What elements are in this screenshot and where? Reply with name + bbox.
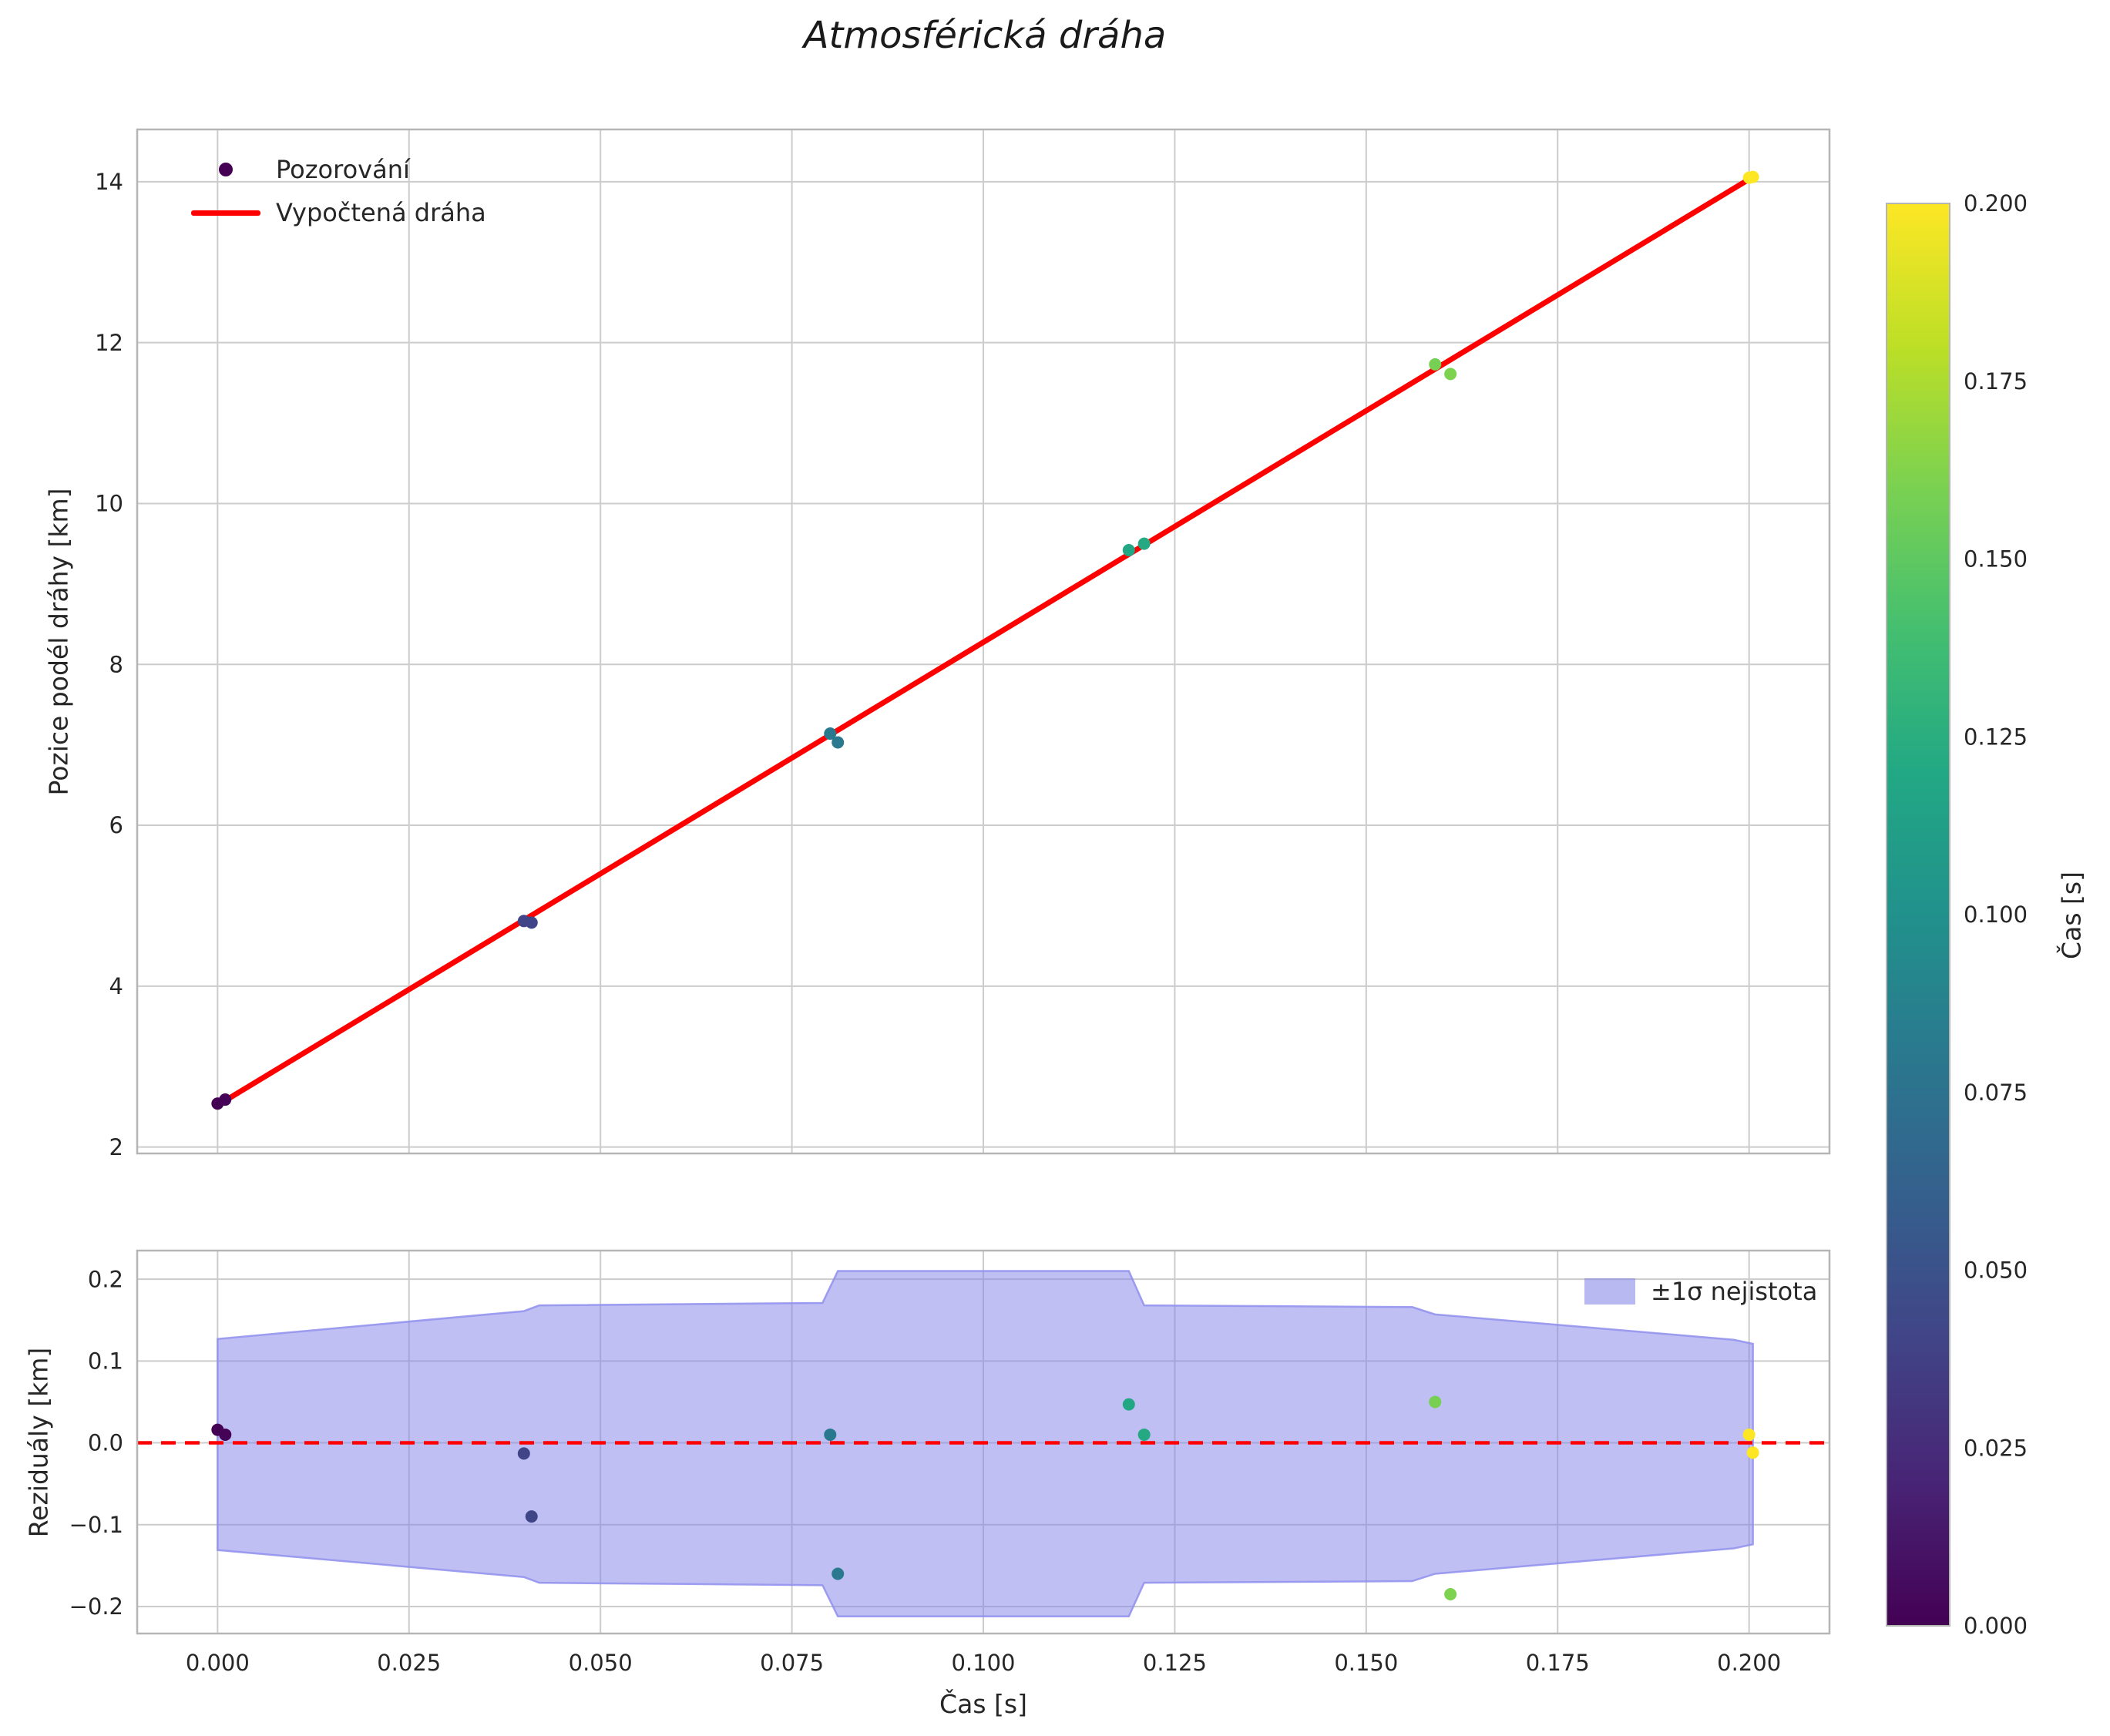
data-point xyxy=(517,1447,530,1460)
fit-line xyxy=(214,174,1756,1108)
x-tick-label: 0.000 xyxy=(186,1650,250,1676)
x-tick-label: 0.150 xyxy=(1334,1650,1398,1676)
data-point xyxy=(525,1510,538,1523)
data-point xyxy=(1137,537,1151,550)
data-point xyxy=(1444,368,1457,381)
y-tick-label: 8 xyxy=(109,651,123,677)
main-y-axis-label: Pozice podél dráhy [km] xyxy=(43,488,74,796)
x-tick-label: 0.025 xyxy=(377,1650,441,1676)
legend-handle xyxy=(191,163,260,176)
y-tick-label: 10 xyxy=(95,491,123,517)
y-tick-label: 4 xyxy=(109,973,123,999)
data-point xyxy=(832,1567,845,1580)
observations-legend-label: Pozorování xyxy=(276,155,410,184)
observations-marker-icon xyxy=(219,163,233,176)
residual-points xyxy=(211,1395,1759,1601)
chart-title: Atmosférická dráha xyxy=(803,14,1167,57)
colorbar-tick-label: 0.050 xyxy=(1964,1258,2028,1284)
colorbar-tick-label: 0.025 xyxy=(1964,1435,2028,1461)
y-tick-label: −0.2 xyxy=(69,1593,123,1620)
main-legend: Pozorování Vypočtená dráha xyxy=(191,148,486,234)
legend-item-uncertainty: ±1σ nejistota xyxy=(1584,1270,1817,1313)
data-point xyxy=(1122,1398,1135,1411)
data-point xyxy=(219,1093,232,1106)
residual-legend: ±1σ nejistota xyxy=(1584,1270,1817,1313)
colorbar-tick-label: 0.175 xyxy=(1964,368,2028,395)
tick-labels: 2 4 6 8 10 12 14 xyxy=(95,169,123,1160)
y-tick-label: 6 xyxy=(109,812,123,838)
uncertainty-band-icon xyxy=(1584,1278,1635,1305)
colorbar-tick-label: 0.100 xyxy=(1964,902,2028,928)
main-plot-frame xyxy=(136,128,1831,1155)
colorbar-gradient xyxy=(1886,203,1950,1627)
data-point xyxy=(1429,358,1442,371)
data-point xyxy=(525,916,538,929)
colorbar-label: Čas [s] xyxy=(2056,871,2087,959)
y-tick-label: 2 xyxy=(109,1134,123,1160)
data-point xyxy=(1122,544,1135,557)
data-point xyxy=(824,1428,837,1441)
uncertainty-legend-label: ±1σ nejistota xyxy=(1651,1277,1818,1306)
data-point xyxy=(219,1428,232,1441)
data-point xyxy=(1137,1428,1151,1441)
residual-y-axis-label: Reziduály [km] xyxy=(23,1347,54,1538)
colorbar-tick-label: 0.150 xyxy=(1964,546,2028,573)
fit-line-icon xyxy=(191,210,260,216)
data-point xyxy=(1444,1588,1457,1601)
legend-item-fit-line: Vypočtená dráha xyxy=(191,191,486,234)
x-tick-label: 0.075 xyxy=(760,1650,824,1676)
x-tick-label: 0.100 xyxy=(951,1650,1015,1676)
y-tick-label: 12 xyxy=(95,330,123,356)
tick-labels: −0.2 −0.1 0.0 0.1 0.2 0.000 0.025 0.050 0.075 0.1… xyxy=(69,1266,1782,1676)
colorbar-tick-label: 0.125 xyxy=(1964,724,2028,750)
data-point xyxy=(832,736,845,749)
colorbar-tick-label: 0.000 xyxy=(1964,1613,2028,1639)
x-tick-label: 0.050 xyxy=(569,1650,633,1676)
data-point xyxy=(824,727,837,740)
colorbar-tick-labels: 0.000 0.025 0.050 0.075 0.100 0.125 0.150 0.175… xyxy=(1964,190,2028,1639)
x-tick-label: 0.175 xyxy=(1526,1650,1590,1676)
y-tick-label: 0.1 xyxy=(88,1348,123,1375)
x-axis-label: Čas [s] xyxy=(939,1689,1027,1719)
data-point xyxy=(1746,170,1759,183)
data-point xyxy=(1742,1428,1756,1441)
observation-points xyxy=(211,170,1759,1110)
data-point xyxy=(1429,1395,1442,1409)
residual-plot-frame xyxy=(136,1249,1831,1635)
y-tick-label: 0.2 xyxy=(88,1266,123,1292)
fit-legend-label: Vypočtená dráha xyxy=(276,198,486,227)
colorbar-tick-label: 0.200 xyxy=(1964,190,2028,217)
y-tick-label: 14 xyxy=(95,169,123,195)
data-point xyxy=(1746,1446,1759,1459)
legend-item-observations: Pozorování xyxy=(191,148,486,191)
x-tick-label: 0.125 xyxy=(1143,1650,1207,1676)
y-tick-label: 0.0 xyxy=(88,1430,123,1456)
colorbar-tick-label: 0.075 xyxy=(1964,1080,2028,1106)
y-tick-label: −0.1 xyxy=(69,1512,123,1538)
x-tick-label: 0.200 xyxy=(1717,1650,1781,1676)
